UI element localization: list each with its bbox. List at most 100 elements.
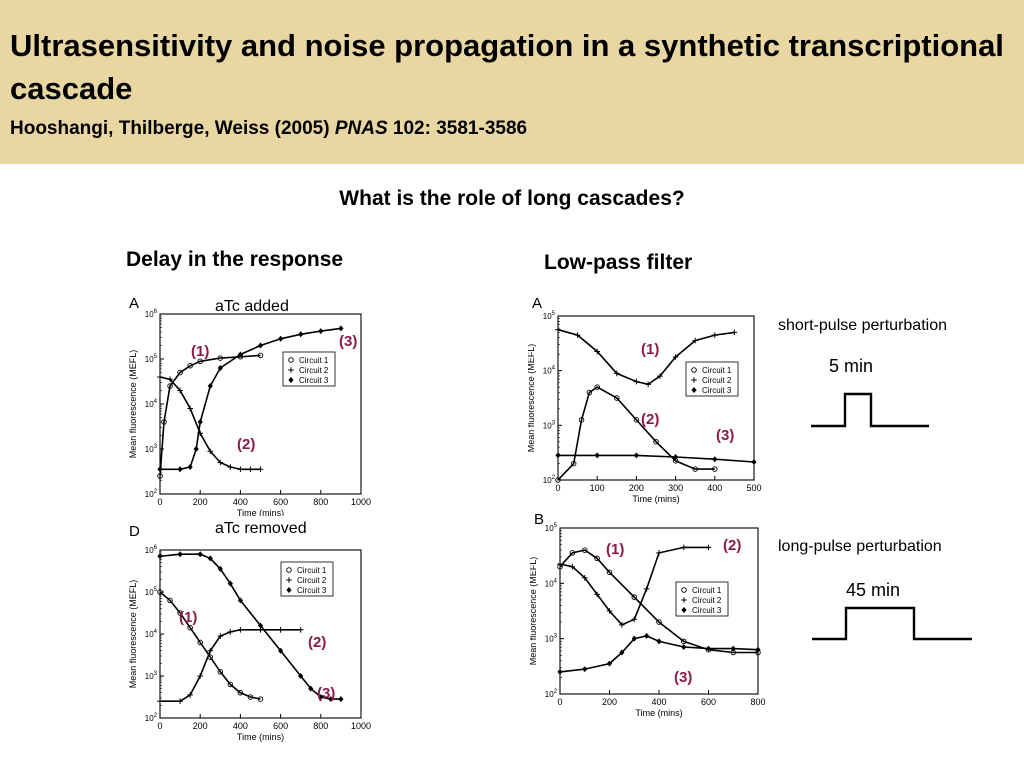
curve-annotation: (1) [191, 343, 209, 360]
legend-marker [286, 587, 292, 593]
legend-marker [691, 387, 697, 393]
data-point [692, 466, 698, 472]
data-point [705, 544, 712, 551]
data-point [177, 610, 183, 616]
data-point [197, 673, 203, 679]
citation-volume: 102: 3581-3586 [387, 118, 528, 139]
data-point [237, 597, 243, 604]
data-point [257, 466, 264, 473]
series-line [160, 629, 301, 702]
data-point [569, 550, 576, 556]
x-tick-label: 0 [555, 483, 560, 493]
data-point [557, 668, 563, 675]
data-point [207, 555, 213, 562]
data-point [619, 649, 625, 656]
data-point [227, 629, 234, 635]
legend-label: Circuit 3 [702, 386, 732, 395]
y-tick-label: 105 [145, 587, 158, 597]
legend-marker [288, 377, 294, 383]
y-tick-label: 104 [145, 399, 158, 409]
legend-marker [681, 587, 687, 593]
data-point [338, 696, 344, 703]
series-line [159, 354, 261, 477]
series-3 [557, 632, 761, 675]
y-tick-label: 103 [145, 444, 158, 454]
y-tick-label: 103 [543, 420, 556, 430]
data-point [227, 681, 234, 688]
data-point [217, 565, 223, 572]
data-point [606, 569, 613, 576]
panel-letter: A [532, 295, 542, 312]
legend-label: Circuit 2 [692, 596, 722, 605]
legend-label: Circuit 1 [702, 366, 732, 375]
data-point [631, 635, 637, 642]
curve-annotation: (3) [674, 669, 692, 686]
curve-annotation: (3) [339, 333, 357, 350]
data-point [582, 666, 588, 673]
short-pulse-label: short-pulse perturbation [778, 317, 947, 334]
data-point [581, 575, 588, 581]
panel-letter: D [129, 523, 140, 540]
legend-marker [288, 357, 294, 363]
data-point [692, 337, 698, 344]
panel-letter: B [534, 511, 544, 528]
x-tick-label: 0 [157, 497, 162, 507]
y-tick-label: 106 [145, 545, 158, 555]
data-point [187, 362, 193, 369]
legend-label: Circuit 2 [297, 576, 327, 585]
data-point [157, 374, 163, 380]
section-heading-low-pass: Low-pass filter [544, 251, 693, 274]
legend-marker [681, 597, 687, 603]
data-point [614, 395, 620, 401]
data-point [644, 632, 650, 639]
data-point [161, 419, 167, 425]
curve-annotation: (2) [308, 634, 326, 651]
data-point [157, 466, 163, 473]
data-point [570, 460, 577, 467]
curve-annotation: (2) [641, 411, 659, 428]
legend-label: Circuit 3 [299, 376, 329, 385]
series-3 [157, 325, 344, 473]
y-tick-label: 104 [545, 578, 558, 588]
data-point [237, 466, 244, 473]
data-point [633, 417, 640, 423]
legend-marker [286, 567, 292, 573]
data-point [237, 351, 243, 358]
y-tick-label: 105 [543, 311, 556, 321]
x-tick-label: 800 [313, 721, 328, 731]
data-point [731, 329, 738, 336]
short-pulse-duration: 5 min [829, 356, 874, 376]
short-pulse-waveform [811, 392, 929, 428]
curve-annotation: (1) [606, 541, 624, 558]
data-point [606, 660, 613, 667]
legend-label: Circuit 3 [297, 586, 327, 595]
data-point [712, 332, 718, 338]
data-point [177, 551, 183, 558]
data-point [207, 448, 214, 455]
data-point [586, 389, 593, 396]
data-point [633, 452, 639, 459]
series-line [159, 591, 261, 700]
title-banner: Ultrasensitivity and noise propagation i… [0, 0, 1024, 164]
data-point [197, 419, 203, 425]
data-point [606, 608, 613, 614]
series-2 [557, 544, 712, 628]
data-point [217, 355, 224, 361]
long-pulse-waveform [812, 606, 972, 641]
legend-marker [288, 367, 294, 373]
data-point [257, 696, 264, 702]
y-axis-label: Mean fluorescence (MEFL) [528, 344, 536, 453]
data-point [712, 466, 718, 472]
data-point [257, 352, 264, 359]
y-tick-label: 102 [545, 689, 558, 699]
data-point [680, 638, 687, 645]
long-pulse-duration: 45 min [846, 580, 901, 600]
y-tick-label: 103 [145, 671, 158, 681]
series-line [557, 386, 715, 481]
series-line [159, 376, 261, 471]
curve-annotation: (3) [716, 427, 734, 444]
data-point [672, 354, 679, 360]
data-point [633, 378, 640, 385]
data-point [645, 381, 651, 388]
